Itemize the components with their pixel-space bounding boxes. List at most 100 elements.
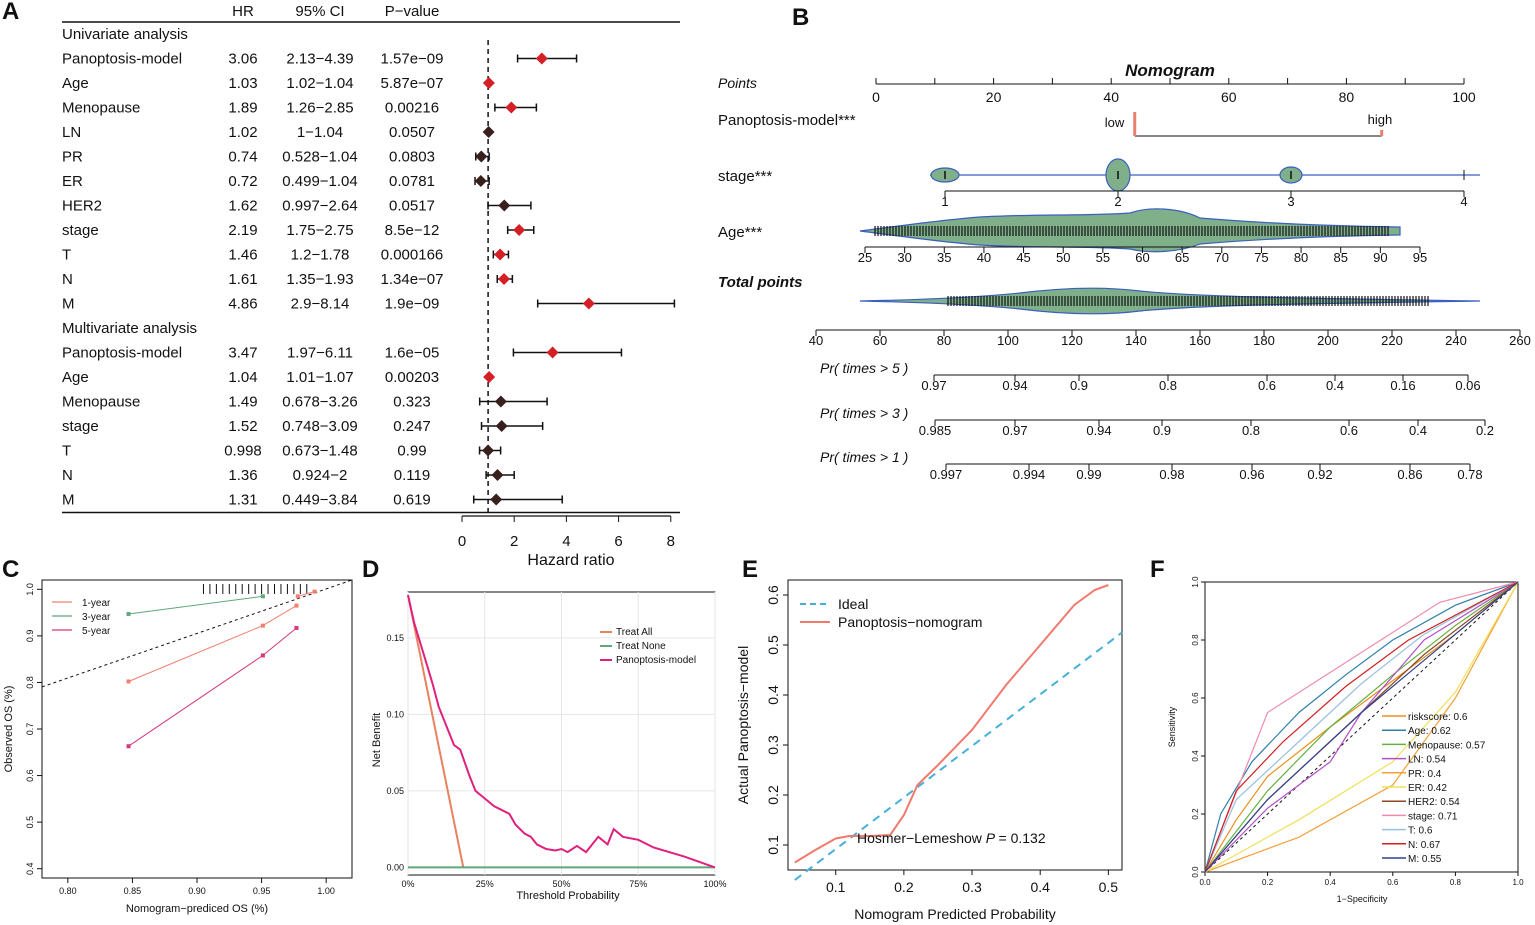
row-ci: 1.75−2.75	[286, 222, 353, 239]
row-label: PR	[62, 149, 83, 166]
pr3-tick-label: 0.985	[919, 423, 952, 438]
row-hr: 1.36	[228, 467, 257, 484]
pr1-tick-label: 0.78	[1457, 467, 1482, 482]
age-tick-label: 60	[1135, 250, 1149, 265]
pr3-label: Pr( times > 3 )	[820, 405, 908, 421]
panel-letter-f: F	[1150, 556, 1165, 583]
y-axis-label: Net Benefit	[371, 713, 383, 767]
x-tick-label: 0.5	[1099, 879, 1119, 895]
y-tick-label: 0.5	[765, 635, 781, 655]
row-pvalue: 0.619	[393, 492, 431, 509]
plot-frame	[787, 579, 1123, 871]
row-pvalue: 8.5e−12	[385, 222, 440, 239]
pr5-tick-label: 0.97	[921, 378, 946, 393]
total-tick-label: 80	[937, 333, 951, 348]
total-tick-label: 260	[1509, 333, 1531, 348]
row-ci: 1.02−1.04	[286, 75, 353, 92]
x-tick-label: 0.80	[59, 886, 77, 896]
pr5-label: Pr( times > 5 )	[820, 360, 908, 376]
row-hr: 1.62	[228, 198, 257, 215]
series-point	[260, 594, 265, 599]
x-tick-label: 1.0	[1512, 878, 1524, 887]
row-ci: 1.97−6.11	[287, 345, 353, 362]
total-tick-label: 180	[1253, 333, 1275, 348]
hr-marker	[498, 199, 511, 212]
roc-line	[1204, 581, 1519, 873]
age-tick-label: 55	[1096, 250, 1110, 265]
y-tick-label: 0.2	[1191, 808, 1200, 820]
row-ci: 0.997−2.64	[282, 198, 358, 215]
forest-plot: HR 95% CI P−value Univariate analysis Panopt…	[62, 3, 680, 569]
header-ci: 95% CI	[295, 3, 344, 20]
x-tick-label: 0.85	[124, 886, 142, 896]
calibration-chart: 0.4 0.5 0.6 0.7 0.8 0.9 1.0 0.80 0.85 0.90 0.95 1.0…	[3, 579, 353, 915]
age-label: Age***	[718, 224, 762, 241]
row-pvalue: 0.99	[397, 443, 426, 460]
row-ci: 1.01−1.07	[286, 369, 353, 386]
hr-marker	[490, 493, 503, 506]
hr-marker	[482, 444, 495, 457]
model-low-label: low	[1105, 115, 1125, 130]
legend-label: Treat All	[616, 627, 652, 638]
x-tick-label: 0.1	[826, 879, 846, 895]
points-tick-label: 60	[1221, 89, 1237, 105]
pr3-tick-label: 0.2	[1476, 423, 1494, 438]
age-tick-label: 30	[897, 250, 911, 265]
row-hr: 1.61	[228, 271, 257, 288]
age-tick-label: 25	[858, 250, 872, 265]
roc-line	[1204, 581, 1519, 873]
pr1-tick-label: 0.98	[1159, 467, 1184, 482]
row-pvalue: 1.9e−09	[385, 296, 440, 313]
row-pvalue: 0.0781	[389, 173, 435, 190]
x-tick-label: 0.3	[962, 879, 982, 895]
plot-frame	[1204, 581, 1519, 873]
total-tick-label: 60	[873, 333, 887, 348]
x-tick-label: 0.2	[894, 879, 914, 895]
pr1-tick-label: 0.92	[1307, 467, 1332, 482]
row-hr: 0.998	[224, 443, 262, 460]
total-label: Total points	[718, 274, 802, 291]
legend-label: HER2: 0.54	[1408, 797, 1460, 808]
nomogram-title: Nomogram	[1125, 61, 1215, 80]
row-pvalue: 1.34e−07	[381, 271, 444, 288]
row-ci: 0.748−3.09	[282, 418, 358, 435]
y-tick-label: 0.0	[1191, 866, 1200, 878]
x-tick-label: 0.4	[1325, 878, 1337, 887]
x-tick-label: 0.2	[1262, 878, 1274, 887]
pr5-tick-label: 0.8	[1159, 378, 1177, 393]
x-tick-label: 0	[458, 533, 466, 550]
x-tick-label: 0.95	[253, 886, 271, 896]
total-tick-label: 140	[1125, 333, 1147, 348]
row-ci: 0.678−3.26	[282, 394, 358, 411]
reference-diagonal	[41, 579, 353, 688]
age-tick-label: 90	[1373, 250, 1387, 265]
y-tick-label: 0.4	[25, 862, 35, 875]
row-ci: 1.35−1.93	[286, 271, 353, 288]
row-ci: 1−1.04	[297, 124, 343, 141]
series-point	[294, 603, 299, 608]
x-tick-label: 0.4	[1030, 879, 1050, 895]
pr3-tick-label: 0.8	[1242, 423, 1260, 438]
y-tick-label: 0.4	[765, 685, 781, 705]
legend-label: Ideal	[838, 596, 868, 612]
pr3-tick-label: 0.97	[1002, 423, 1027, 438]
row-label: N	[62, 271, 73, 288]
pr1-label: Pr( times > 1 )	[820, 449, 908, 465]
roc-line	[1204, 581, 1519, 873]
pr5-tick-label: 0.16	[1390, 378, 1415, 393]
row-label: stage	[62, 418, 99, 435]
row-ci: 2.9−8.14	[291, 296, 350, 313]
row-pvalue: 0.0803	[389, 149, 435, 166]
total-tick-label: 120	[1061, 333, 1083, 348]
x-tick-label: 0.8	[1450, 878, 1462, 887]
total-tick-label: 100	[997, 333, 1019, 348]
x-tick-label: 1.00	[317, 886, 335, 896]
hr-marker	[513, 224, 526, 236]
x-tick-label: 2	[510, 533, 518, 550]
y-tick-label: 0.1	[765, 835, 781, 855]
row-hr: 3.47	[228, 345, 257, 362]
age-tick-label: 50	[1056, 250, 1070, 265]
row-pvalue: 1.57e−09	[381, 51, 444, 68]
legend-label: M: 0.55	[1408, 854, 1442, 865]
legend-label: Panoptosis−nomogram	[838, 614, 982, 630]
